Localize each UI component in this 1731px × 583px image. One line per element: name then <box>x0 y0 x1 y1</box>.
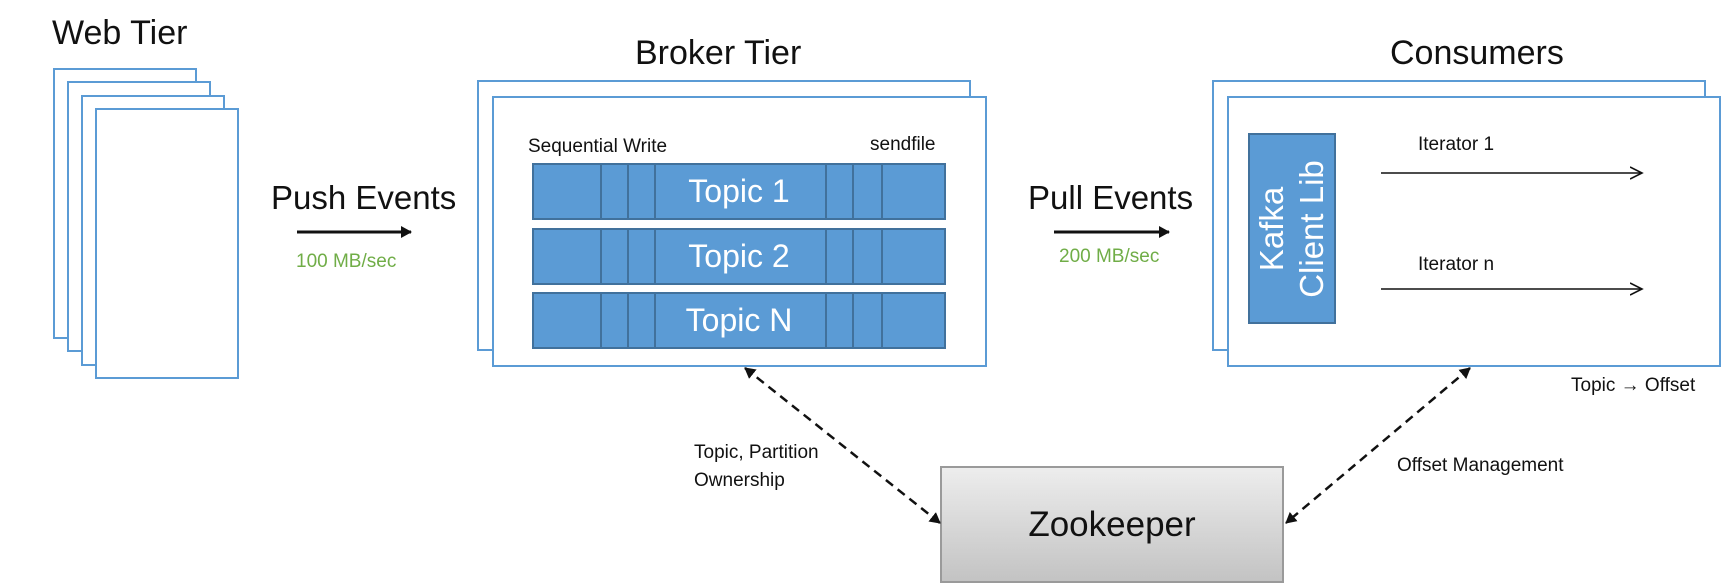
consumers-title: Consumers <box>1390 34 1564 72</box>
push-events-label: Push Events <box>271 179 457 216</box>
sendfile-label: sendfile <box>870 134 936 155</box>
iterator-n-label: Iterator n <box>1418 254 1495 275</box>
broker-tier-title: Broker Tier <box>635 34 802 72</box>
broker-zookeeper-arrow <box>744 367 941 524</box>
topic-row: Topic 1 <box>532 163 946 220</box>
web-tier-title: Web Tier <box>52 14 188 52</box>
zookeeper-label: Zookeeper <box>1028 504 1196 544</box>
topic-row: Topic 2 <box>532 228 946 285</box>
topic-2-label: Topic 2 <box>688 238 790 274</box>
topic-1-label: Topic 1 <box>688 173 790 209</box>
pull-rate-label: 200 MB/sec <box>1059 246 1160 267</box>
topic-n-label: Topic N <box>685 302 793 338</box>
web-server-box <box>95 108 239 379</box>
pull-events-label: Pull Events <box>1028 179 1194 216</box>
sequential-write-label: Sequential Write <box>528 136 668 157</box>
consumer-zookeeper-arrow <box>1285 367 1471 524</box>
zookeeper-box: Zookeeper <box>940 466 1284 583</box>
iterator-1-label: Iterator 1 <box>1418 134 1495 155</box>
push-rate-label: 100 MB/sec <box>296 251 397 272</box>
topic-row: Topic N <box>532 292 946 349</box>
topic-offset-label: Topic → Offset <box>1571 375 1696 396</box>
kafka-client-lib-box: Kafka Client Lib <box>1248 133 1336 324</box>
